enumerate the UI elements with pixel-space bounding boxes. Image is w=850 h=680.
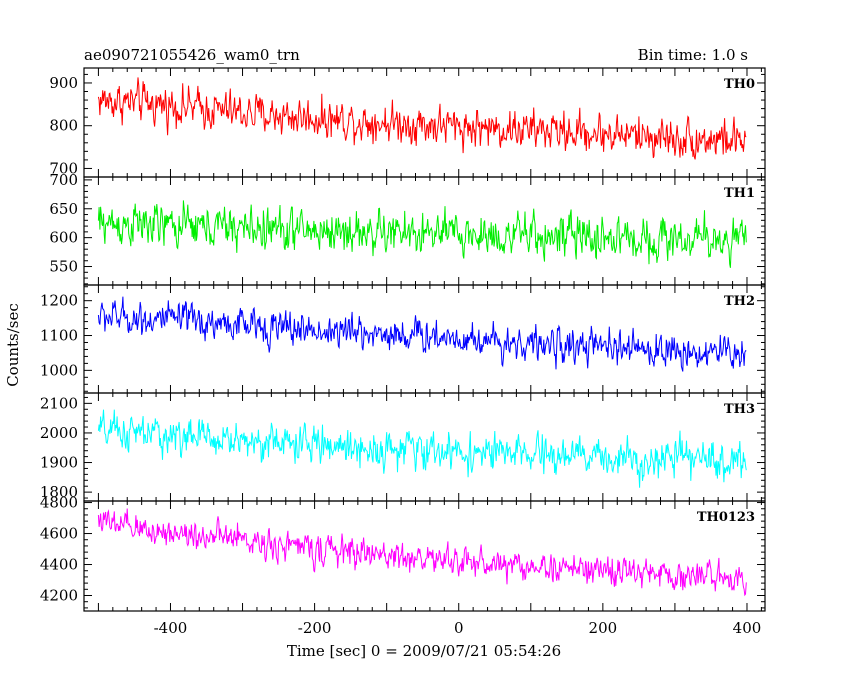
panel-label-th3: TH3 <box>724 402 755 417</box>
y-tick-label: 4800 <box>40 494 78 512</box>
y-tick-label: 4400 <box>40 556 78 574</box>
y-tick-label: 550 <box>49 258 78 276</box>
panel-th1: 550 600 650 700 TH1 <box>49 171 766 286</box>
y-tick-label: 1100 <box>40 327 78 345</box>
y-tick-label: 2000 <box>40 424 78 442</box>
x-tick-label: 200 <box>589 619 618 637</box>
y-tick-label: 900 <box>49 74 78 92</box>
chart-title-right: Bin time: 1.0 s <box>638 46 748 64</box>
y-tick-label: 4600 <box>40 525 78 543</box>
y-tick-label: 4200 <box>40 587 78 605</box>
x-tick-label: -400 <box>154 619 188 637</box>
series-line-th3 <box>97 409 747 488</box>
panel-th3: 1800 1900 2000 2100 TH3 <box>40 392 766 502</box>
y-tick-label: 1200 <box>40 292 78 310</box>
panel-th0123: 4200 4400 4600 4800 TH0123 <box>40 494 766 612</box>
y-axis-label: Counts/sec <box>4 303 22 387</box>
x-axis-label: Time [sec] 0 = 2009/07/21 05:54:26 <box>287 642 561 660</box>
y-tick-label: 1900 <box>40 454 78 472</box>
panel-label-th0123: TH0123 <box>697 510 755 525</box>
y-tick-label: 700 <box>49 171 78 189</box>
series-line-th0123 <box>97 508 747 597</box>
x-tick-label: -200 <box>298 619 332 637</box>
y-tick-label: 800 <box>49 117 78 135</box>
x-axis: -400 -200 0 200 400 <box>154 619 762 637</box>
panel-label-th1: TH1 <box>724 186 755 201</box>
y-tick-label: 650 <box>49 200 78 218</box>
x-tick-label: 400 <box>733 619 762 637</box>
y-tick-label: 2100 <box>40 394 78 412</box>
y-tick-label: 1000 <box>40 361 78 379</box>
chart-title-left: ae090721055426_wam0_trn <box>84 46 300 64</box>
panels-group: 700 800 900 TH0 550 600 650 700 TH1 1000 1100 1200 T… <box>40 67 766 612</box>
panel-frame-th0123 <box>83 500 766 612</box>
y-tick-label: 1800 <box>40 483 78 501</box>
panel-label-th2: TH2 <box>724 294 755 309</box>
x-tick-label: 0 <box>454 619 464 637</box>
y-tick-label: 700 <box>49 159 78 177</box>
series-line-th1 <box>97 200 747 268</box>
series-line-th2 <box>97 296 747 372</box>
series-line-th0 <box>97 77 747 160</box>
y-tick-label: 600 <box>49 229 78 247</box>
panel-label-th0: TH0 <box>724 77 755 92</box>
